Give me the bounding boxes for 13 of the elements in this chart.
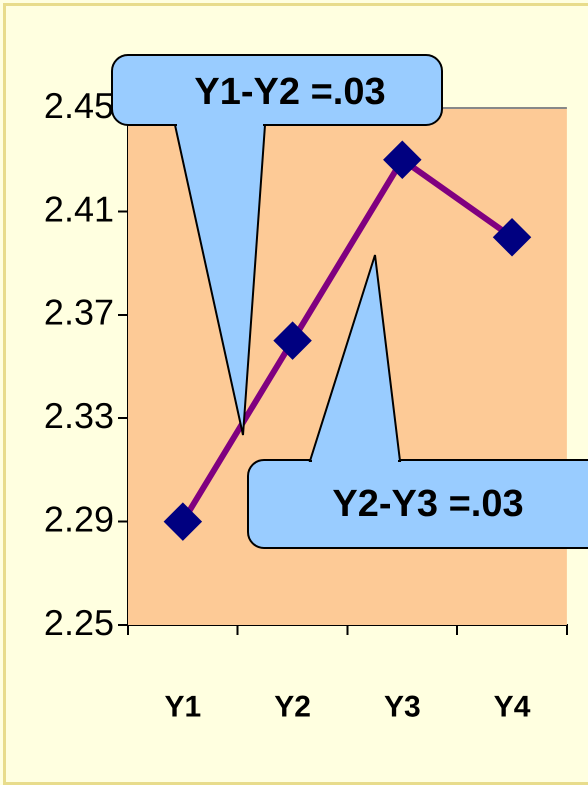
x-tick-label: Y3 <box>384 690 421 724</box>
y-tick-label: 2.25 <box>44 602 114 643</box>
y-tick-label: 2.33 <box>44 395 114 436</box>
annotation: Y2-Y3 =.03 <box>332 483 524 525</box>
y-tick-label: 2.41 <box>44 188 114 230</box>
annotation: Y1-Y2 =.03 <box>194 71 386 113</box>
speech-bubble: Y1-Y2 =.03 <box>111 54 443 436</box>
x-tick-label: Y4 <box>494 690 531 724</box>
speech-bubble: Y2-Y3 =.03 <box>247 254 588 549</box>
y-tick-label: 2.37 <box>44 292 114 333</box>
x-tick-label: Y1 <box>164 690 202 724</box>
x-tick-label: Y2 <box>274 690 311 724</box>
y-tick-label: 2.29 <box>44 498 114 540</box>
